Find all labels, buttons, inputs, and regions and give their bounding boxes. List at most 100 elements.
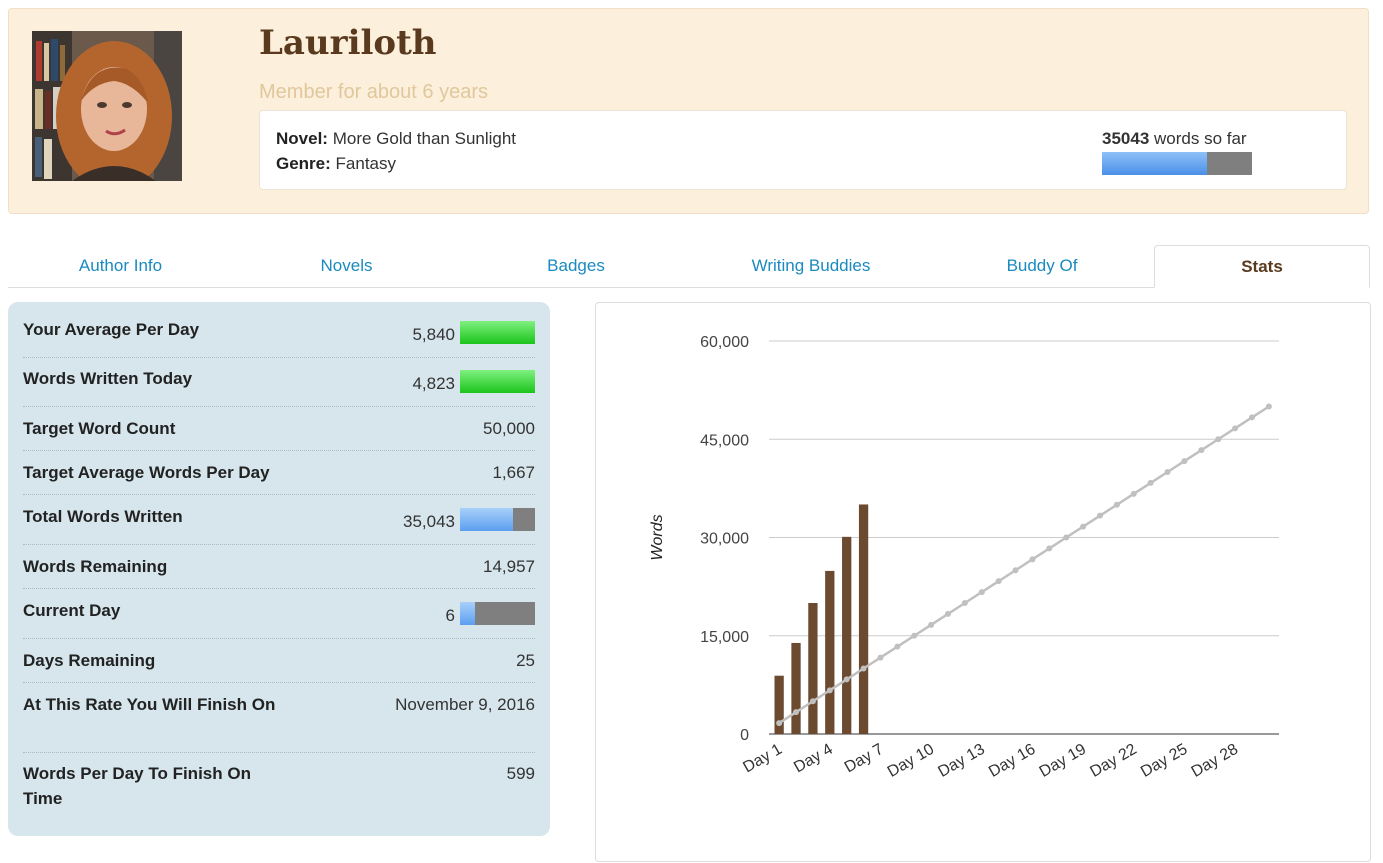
chart-bar bbox=[842, 536, 852, 734]
x-tick-label: Day 7 bbox=[842, 741, 887, 777]
chart-bar bbox=[825, 570, 835, 734]
target-line-point bbox=[809, 698, 816, 705]
stat-bar bbox=[460, 602, 535, 625]
x-tick-label: Day 19 bbox=[1037, 741, 1089, 781]
stat-value: 5,840 bbox=[412, 325, 455, 344]
stat-label: At This Rate You Will Finish On bbox=[23, 695, 276, 714]
tab-writing-buddies[interactable]: Writing Buddies bbox=[751, 256, 871, 275]
y-tick-label: 45,000 bbox=[700, 432, 749, 449]
member-since: Member for about 6 years bbox=[259, 81, 488, 103]
stat-value: November 9, 2016 bbox=[395, 695, 535, 714]
stat-value: 1,667 bbox=[492, 463, 535, 482]
target-line-point bbox=[995, 578, 1002, 585]
stat-value: 4,823 bbox=[412, 374, 455, 393]
chart-bar bbox=[858, 504, 869, 734]
stat-row: At This Rate You Will Finish On November… bbox=[23, 682, 535, 753]
stat-label: Target Average Words Per Day bbox=[23, 463, 270, 482]
word-count-progress-fill bbox=[1102, 152, 1207, 175]
novel-line: Novel: More Gold than Sunlight bbox=[276, 129, 516, 149]
stat-value: 50,000 bbox=[483, 419, 535, 438]
stat-value-wrap: 6 bbox=[445, 602, 535, 628]
genre-label: Genre: bbox=[276, 154, 331, 173]
tab-badges[interactable]: Badges bbox=[547, 256, 605, 275]
target-line-point bbox=[1130, 490, 1137, 497]
stat-label: Words Written Today bbox=[23, 369, 193, 388]
stat-value: 599 bbox=[506, 764, 535, 783]
x-tick-label: Day 10 bbox=[885, 741, 937, 781]
novel-title[interactable]: More Gold than Sunlight bbox=[332, 129, 517, 148]
tab-novels[interactable]: Novels bbox=[320, 256, 373, 275]
target-line-point bbox=[843, 676, 850, 683]
stat-row: Target Word Count 50,000 bbox=[23, 406, 535, 451]
x-tick-label: Day 25 bbox=[1138, 741, 1190, 781]
y-tick-label: 30,000 bbox=[700, 531, 749, 548]
target-line-point bbox=[1096, 512, 1103, 519]
stat-bar-fill bbox=[460, 370, 535, 393]
x-tick-label: Day 1 bbox=[740, 741, 785, 777]
x-tick-label: Day 28 bbox=[1189, 741, 1241, 781]
chart-bar bbox=[774, 675, 784, 734]
target-line-point bbox=[793, 709, 800, 716]
stat-bar-fill bbox=[460, 508, 513, 531]
x-tick-label: Day 4 bbox=[791, 741, 836, 777]
stat-value-wrap: 4,823 bbox=[412, 370, 535, 396]
stat-bar bbox=[460, 508, 535, 531]
stat-row: Your Average Per Day 5,840 bbox=[23, 316, 535, 358]
target-line-point bbox=[826, 687, 833, 694]
word-count-summary: 35043 words so far bbox=[1102, 129, 1247, 149]
target-line-point bbox=[1265, 403, 1272, 410]
chart-bar bbox=[791, 642, 801, 734]
target-line-point bbox=[928, 621, 935, 628]
stat-label: Total Words Written bbox=[23, 507, 183, 526]
tab-author-info[interactable]: Author Info bbox=[78, 256, 163, 275]
target-line-point bbox=[911, 632, 918, 639]
target-line-point bbox=[894, 643, 901, 650]
word-count-chart: 0 15,000 30,000 45,000 60,000 Words Day 1 Day 4… bbox=[649, 334, 1279, 781]
target-line-point bbox=[877, 654, 884, 661]
target-line-point bbox=[945, 610, 952, 617]
target-line-point bbox=[961, 600, 968, 606]
word-count-progress-bar bbox=[1102, 152, 1252, 175]
x-tick-label: Day 13 bbox=[935, 741, 987, 781]
stat-value-wrap: 35,043 bbox=[403, 508, 535, 534]
novel-card: Novel: More Gold than Sunlight Genre: Fa… bbox=[259, 110, 1347, 190]
genre-line: Genre: Fantasy bbox=[276, 154, 396, 174]
stat-label: Your Average Per Day bbox=[23, 320, 200, 339]
x-tick-label: Day 16 bbox=[986, 741, 1038, 781]
stat-bar bbox=[460, 370, 535, 393]
stat-row: Total Words Written 35,043 bbox=[23, 494, 535, 545]
target-line-point bbox=[1215, 436, 1222, 443]
stat-bar-fill bbox=[460, 602, 475, 625]
y-tick-label: 15,000 bbox=[700, 629, 749, 646]
stat-label: Days Remaining bbox=[23, 651, 156, 670]
target-line-point bbox=[1046, 545, 1053, 552]
stat-row: Days Remaining 25 bbox=[23, 638, 535, 683]
stat-row: Target Average Words Per Day 1,667 bbox=[23, 450, 535, 495]
y-tick-label: 60,000 bbox=[700, 334, 749, 351]
stat-row: Words Written Today 4,823 bbox=[23, 357, 535, 407]
avatar[interactable] bbox=[32, 31, 182, 181]
word-count-suffix: words so far bbox=[1149, 129, 1247, 148]
x-tick-label: Day 22 bbox=[1087, 741, 1139, 781]
stat-value: 6 bbox=[445, 606, 455, 625]
y-axis-label: Words bbox=[649, 514, 666, 560]
word-count-value: 35043 bbox=[1102, 129, 1150, 148]
stat-label: Target Word Count bbox=[23, 419, 176, 438]
stat-row: Words Per Day To Finish On Time 599 bbox=[23, 752, 535, 822]
target-line-point bbox=[1147, 479, 1154, 486]
stat-value: 35,043 bbox=[403, 512, 455, 531]
stat-label: Words Per Day To Finish On Time bbox=[23, 764, 251, 808]
stat-label: Words Remaining bbox=[23, 557, 168, 576]
target-line-point bbox=[776, 720, 783, 727]
target-line-point bbox=[1164, 469, 1171, 475]
stats-panel: Your Average Per Day 5,840 Words Written… bbox=[8, 302, 550, 836]
stat-label: Current Day bbox=[23, 601, 121, 620]
chart-bar bbox=[808, 603, 818, 734]
target-line-point bbox=[1198, 447, 1205, 454]
stat-bar-fill bbox=[460, 321, 535, 344]
target-line-point bbox=[1248, 414, 1255, 421]
stat-bar bbox=[460, 321, 535, 344]
tab-stats[interactable]: Stats bbox=[1154, 245, 1370, 288]
tab-buddy-of[interactable]: Buddy Of bbox=[1006, 256, 1078, 275]
profile-tabs: Author Info Novels Badges Writing Buddie… bbox=[8, 245, 1370, 288]
